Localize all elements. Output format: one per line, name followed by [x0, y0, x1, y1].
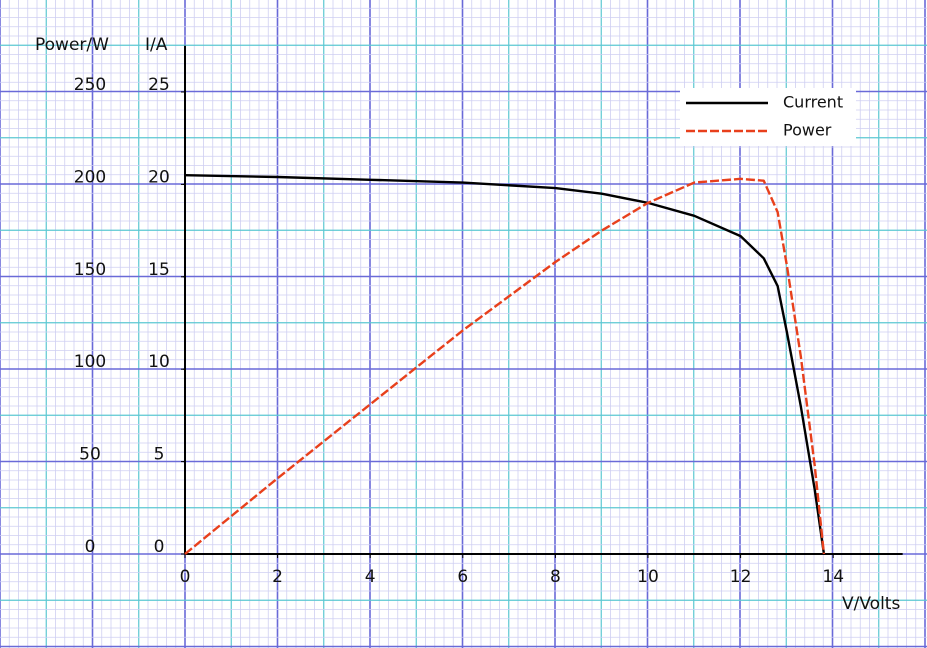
- x-tick-label: 4: [365, 567, 376, 587]
- y-tick-label: 20: [148, 167, 170, 187]
- legend-label: Current: [783, 93, 843, 112]
- y2-axis-title: Power/W: [35, 35, 109, 55]
- x-tick-label: 6: [457, 567, 468, 587]
- y2-tick-label: 150: [74, 260, 106, 280]
- y2-tick-label: 0: [85, 537, 96, 557]
- y2-tick-label: 50: [79, 445, 101, 465]
- y-tick-label: 5: [154, 445, 165, 465]
- x-tick-label: 14: [822, 567, 844, 587]
- x-tick-label: 10: [637, 567, 659, 587]
- y2-tick-label: 100: [74, 352, 106, 372]
- y2-tick-label: 250: [74, 75, 106, 95]
- x-tick-label: 2: [272, 567, 283, 587]
- y-tick-label: 10: [148, 352, 170, 372]
- legend-box: [680, 88, 856, 146]
- y-axis-title: I/A: [145, 35, 168, 55]
- x-axis-title: V/Volts: [842, 594, 900, 614]
- y-tick-label: 15: [148, 260, 170, 280]
- series-line: [184, 173, 826, 555]
- y-tick-label: 0: [154, 537, 165, 557]
- y-tick-label: 25: [148, 75, 170, 95]
- x-tick-label: 12: [730, 567, 752, 587]
- legend-label: Power: [783, 121, 832, 140]
- y2-tick-label: 200: [74, 167, 106, 187]
- x-tick-label: 0: [180, 567, 191, 587]
- x-tick-label: 8: [550, 567, 561, 587]
- series-line: [184, 177, 826, 555]
